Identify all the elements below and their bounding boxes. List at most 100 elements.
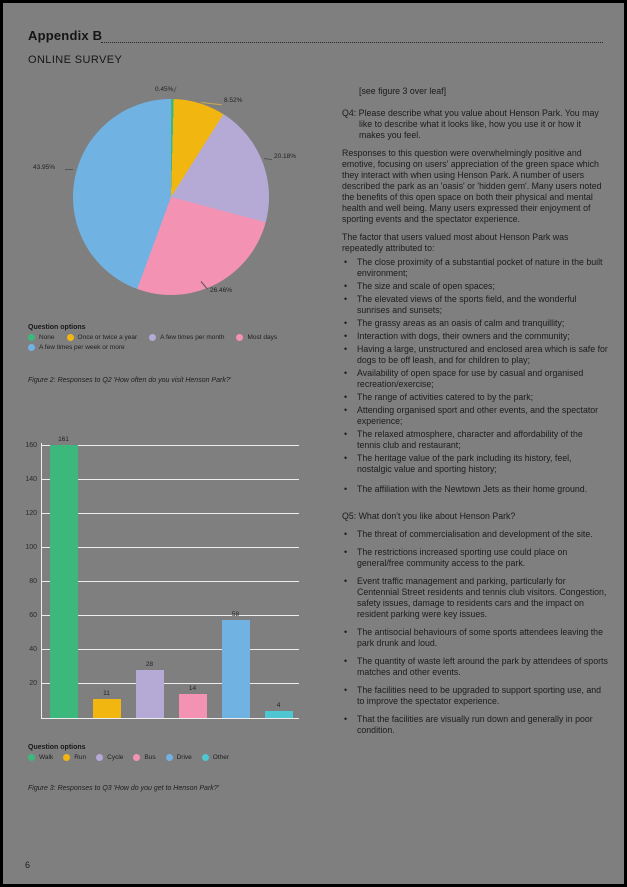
legend-swatch [201,754,209,761]
legend-label: Cycle [107,754,124,761]
pie-leader-line [173,86,177,93]
legend-label: Other [212,754,230,761]
figure-caption: Figure 3: Responses to Q3 'How do you ge… [28,785,219,792]
legend-label: Bus [144,754,156,761]
bullet-item: The relaxed atmosphere, character and af… [342,429,608,451]
bullet-item: Availability of open space for use by ca… [342,368,608,390]
bar-value-label: 4 [276,702,281,710]
right-text-column: [see figure 3 over leaf] Q4: Please desc… [342,86,608,743]
pie-leader-line [65,169,73,170]
bar-value-label: 14 [188,685,197,693]
bar-drive [221,619,250,718]
bar-other [264,711,293,718]
bullet-item: The antisocial behaviours of some sports… [342,627,608,649]
pie-slice-label: 43.95% [33,164,56,171]
gridline [42,445,299,447]
legend-swatch [28,334,35,341]
legend-swatch [28,754,35,761]
legend-item: A few times per month [149,334,224,341]
bullet-item: The grassy areas as an oasis of calm and… [342,318,608,329]
y-axis-tick-label: 100 [25,543,37,551]
gridline [42,581,299,583]
legend-swatch [165,754,173,761]
legend-swatch [66,334,74,341]
header-dotted-rule [101,41,603,43]
bullet-item: The affiliation with the Newtown Jets as… [342,484,608,495]
question-heading-q5: Q5: What don't you like about Henson Par… [342,511,516,521]
q4-bullet-list: The close proximity of a substantial poc… [342,257,608,495]
y-axis-tick-label: 20 [29,679,37,687]
bar-value-label: 58 [231,610,240,618]
legend-item: Once or twice a year [66,334,138,341]
y-axis-tick-label: 80 [29,577,37,585]
bullet-item: That the facilities are visually run dow… [342,714,608,736]
bullet-item: Interaction with dogs, their owners and … [342,331,608,342]
legend-swatch [96,754,104,761]
page-number: 6 [25,860,31,870]
gridline [42,513,299,515]
section-title: ONLINE SURVEY [28,54,123,66]
figure-caption: Figure 2: Responses to Q2 'How often do … [28,377,232,384]
paragraph: Responses to this question were overwhel… [342,148,602,224]
legend-swatch [28,344,35,351]
pie-leader-line [263,158,272,161]
bullet-item: Attending organised sport and other even… [342,405,608,427]
bar-run [92,699,121,718]
legend-swatch [63,754,71,761]
pie-slice-label: 0.45% [155,86,174,93]
bar-walk [49,444,78,718]
bar-legend: Question options Walk Run Cycle Bus Driv… [28,744,328,764]
legend-title: Question options [28,324,86,331]
bullet-item: The threat of commercialisation and deve… [342,529,608,540]
bar-value-label: 11 [103,690,110,698]
legend-item: Bus [133,754,156,761]
legend-label: Once or twice a year [77,334,138,341]
bullet-item: The elevated views of the sports field, … [342,294,608,316]
pie-legend: Question options None Once or twice a ye… [28,324,328,354]
pie-chart [73,99,269,295]
pie-slice-label: 20.18% [274,153,297,160]
legend-swatch [133,754,141,761]
y-axis-tick-label: 40 [29,645,37,653]
bullet-item: The close proximity of a substantial poc… [342,257,608,279]
bullet-item: The size and scale of open spaces; [342,281,608,292]
y-axis-tick-label: 60 [29,611,37,619]
gridline [42,649,299,651]
bullet-item: Having a large, unstructured and enclose… [342,344,608,366]
legend-item: Walk [28,754,53,761]
legend-item: Cycle [96,754,123,761]
legend-label: A few times per month [160,334,225,341]
bullet-item: The restrictions increased sporting use … [342,547,608,569]
legend-label: Walk [39,754,54,761]
bullet-item: The heritage value of the park including… [342,453,608,475]
y-axis-tick-label: 120 [25,509,37,517]
y-axis-tick-label: 140 [25,475,37,483]
paragraph: The factor that users valued most about … [342,232,569,253]
y-axis-tick-label: 160 [25,441,37,449]
legend-label: None [39,334,55,341]
bullet-item: The quantity of waste left around the pa… [342,656,608,678]
legend-item: Run [63,754,86,761]
legend-swatch [236,334,244,341]
overleaf-note: [see figure 3 over leaf] [359,86,447,96]
page-title: Appendix B [28,28,103,43]
bullet-item: The facilities need to be upgraded to su… [342,685,608,707]
bar-chart: 161 11 28 14 58 4 [41,436,299,719]
legend-item: Other [201,754,230,761]
legend-label: A few times per week or more [39,344,125,351]
bar-cycle [135,670,164,718]
pie-slice-label: 8.52% [224,97,243,104]
bullet-item: Event traffic management and parking, pa… [342,576,608,620]
bar-bus [178,694,207,718]
q5-bullet-list: The threat of commercialisation and deve… [342,529,608,736]
legend-swatch [149,334,157,341]
legend-item: Most days [236,334,277,341]
bar-value-label: 28 [145,661,154,669]
question-heading-q4: Q4: Please describe what you value about… [342,108,599,140]
legend-item: None [28,334,55,341]
gridline [42,615,299,617]
pie-slice-label: 26.46% [210,287,233,294]
bullet-item: The range of activities catered to by th… [342,392,608,403]
gridline [42,547,299,549]
